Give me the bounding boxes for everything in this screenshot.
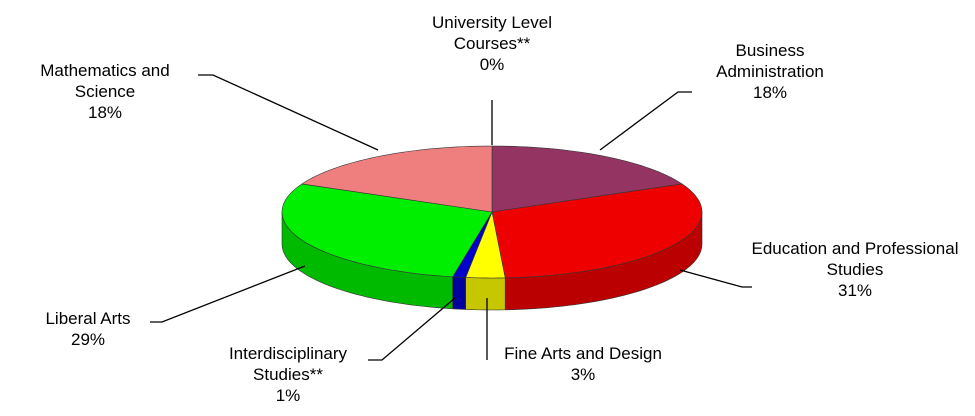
slice <box>281 183 493 278</box>
slice-label: University Level Courses** 0% <box>402 12 582 75</box>
slice-label: Mathematics and Science 18% <box>15 60 195 123</box>
leader-line <box>150 265 306 323</box>
slice-label: Education and Professional Studies 31% <box>740 238 970 301</box>
value-label: 18% <box>87 103 123 122</box>
slice-side <box>452 276 466 310</box>
value-label: 1% <box>275 386 301 405</box>
category-label: Education and Professional Studies <box>751 239 959 279</box>
category-label: Liberal Arts <box>45 309 131 328</box>
category-label: Mathematics and Science <box>40 61 170 101</box>
leader-line <box>368 297 456 361</box>
slice <box>491 183 703 279</box>
category-label: Business Administration <box>716 41 824 81</box>
value-label: 31% <box>837 281 873 300</box>
slice <box>301 145 493 213</box>
value-label: 3% <box>570 365 596 384</box>
value-label: 0% <box>479 55 505 74</box>
slice-label: Liberal Arts 29% <box>8 308 168 350</box>
leader-line <box>679 269 752 288</box>
category-label: Interdisciplinary Studies** <box>228 344 348 384</box>
slice <box>491 145 683 213</box>
category-label: University Level Courses** <box>432 13 552 53</box>
slice-label: Business Administration 18% <box>700 40 840 103</box>
slice-label: Interdisciplinary Studies** 1% <box>203 343 373 406</box>
leader-line <box>198 74 379 151</box>
slice <box>465 210 506 279</box>
slice-side <box>465 277 506 311</box>
value-label: 18% <box>752 83 788 102</box>
slice-label: Fine Arts and Design 3% <box>483 343 683 385</box>
leader-line <box>599 91 692 151</box>
category-label: Fine Arts and Design <box>504 344 662 363</box>
value-label: 29% <box>70 330 106 349</box>
